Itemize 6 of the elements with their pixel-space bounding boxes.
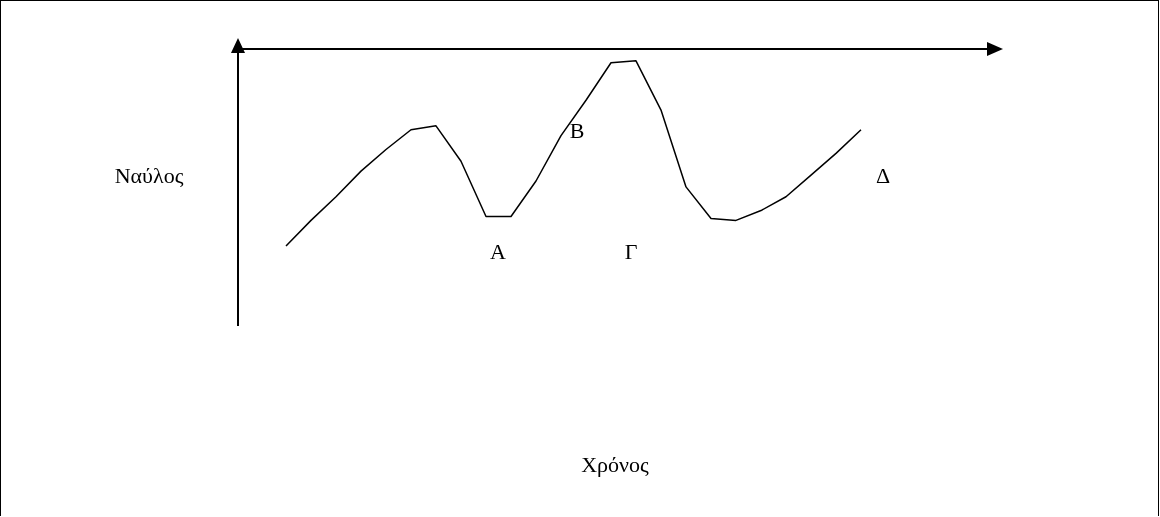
annotation: B xyxy=(569,118,585,143)
text: Χρόνος xyxy=(581,452,650,477)
annotation: A xyxy=(490,239,507,264)
text: Δ xyxy=(875,163,891,188)
annotation: Γ xyxy=(624,239,638,264)
y-axis-title: Ναύλος xyxy=(114,163,184,188)
